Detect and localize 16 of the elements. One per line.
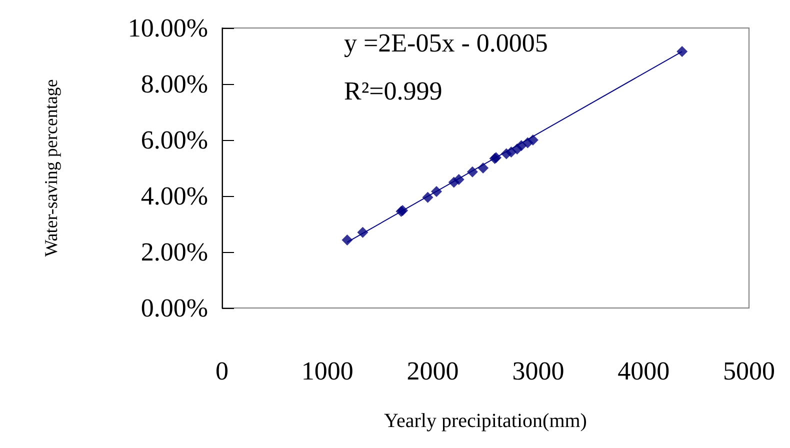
annotation: y =2E-05x - 0.0005 — [344, 28, 548, 58]
x-tick-label: 1000 — [301, 356, 354, 386]
x-tick-label: 3000 — [512, 356, 564, 386]
y-tick-label: 10.00% — [128, 14, 208, 42]
x-tick-label: 5000 — [723, 356, 775, 386]
y-tick-label: 2.00% — [140, 238, 208, 266]
y-tick-label: 4.00% — [140, 182, 208, 210]
y-tick-label: 6.00% — [140, 126, 208, 154]
y-tick-label: 8.00% — [140, 70, 208, 98]
y-tick-label: 0.00% — [140, 294, 208, 322]
y-axis-title: Water-saving percentage — [41, 79, 61, 257]
x-tick-label: 4000 — [618, 356, 670, 386]
x-tick-label: 0 — [216, 356, 228, 386]
annotation: R²=0.999 — [344, 76, 442, 106]
x-tick-label: 2000 — [406, 356, 459, 386]
x-axis-title: Yearly precipitation(mm) — [384, 410, 587, 432]
